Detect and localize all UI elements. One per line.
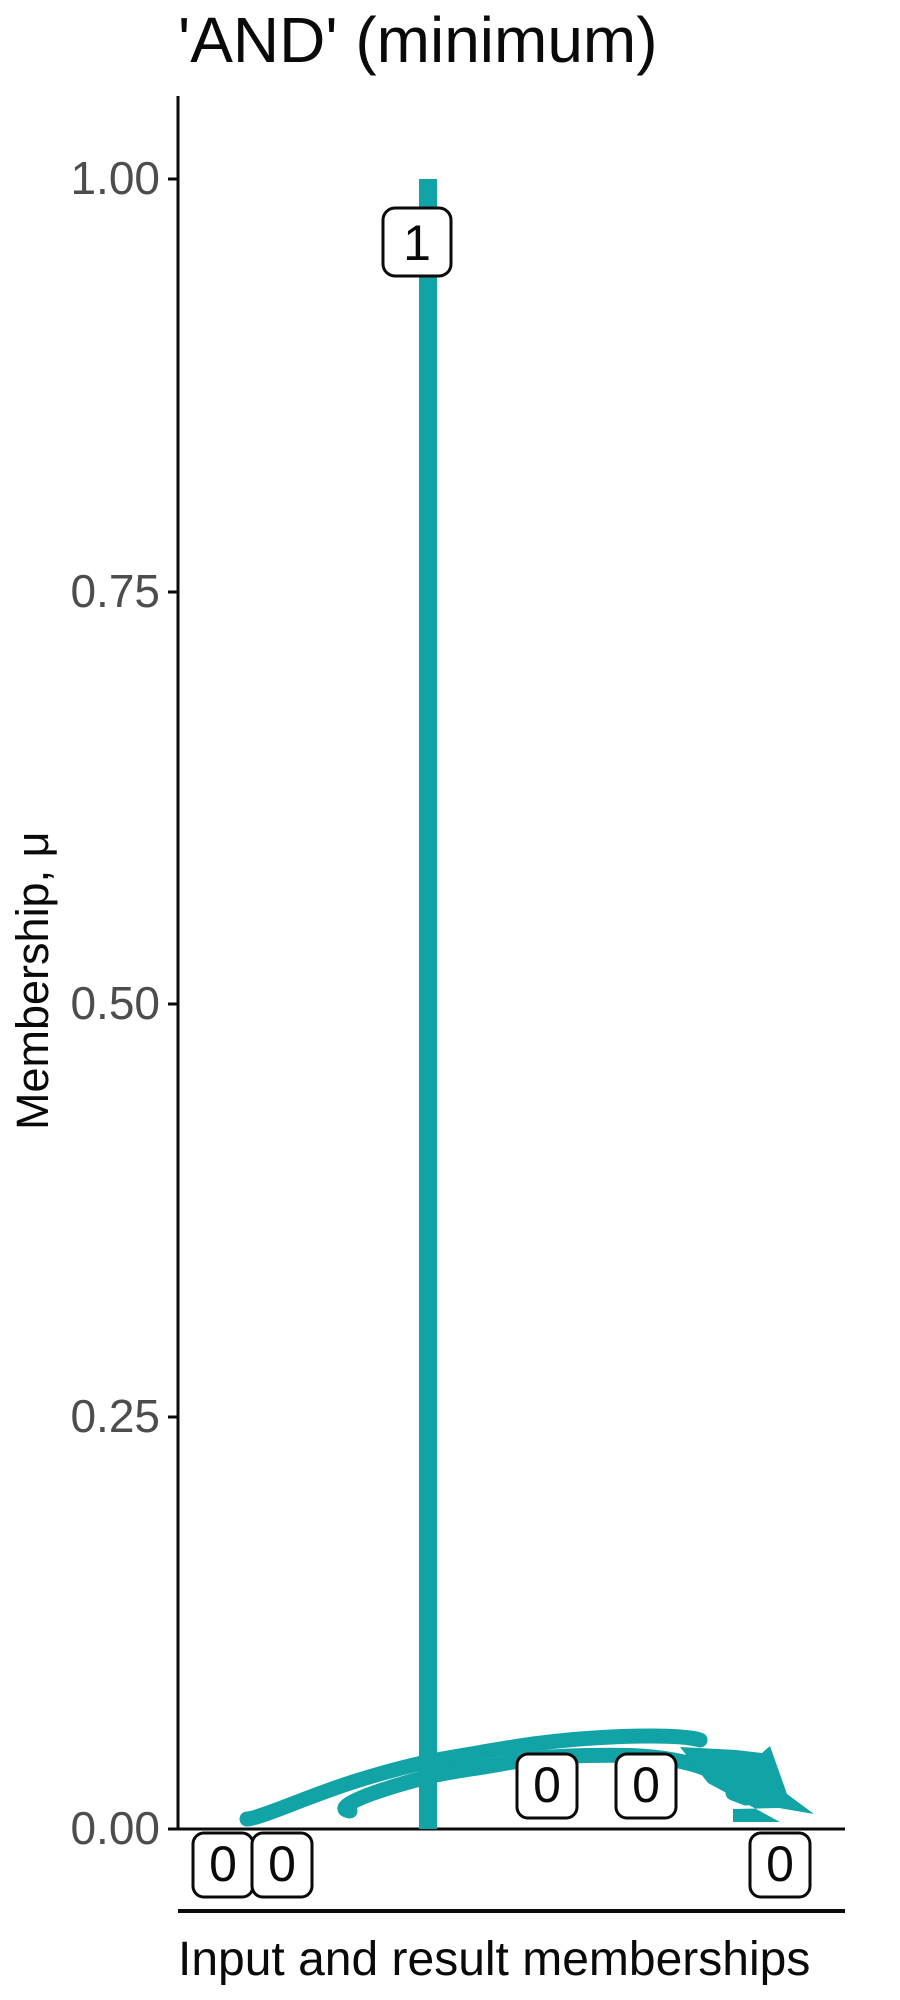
svg-text:0: 0 [533, 1757, 561, 1813]
svg-text:0: 0 [268, 1836, 296, 1892]
svg-text:0: 0 [766, 1836, 794, 1892]
svg-text:Membership, μ: Membership, μ [7, 831, 58, 1130]
svg-text:0: 0 [632, 1757, 660, 1813]
svg-text:0.75: 0.75 [70, 565, 160, 617]
svg-text:1.00: 1.00 [70, 152, 160, 204]
svg-text:0.50: 0.50 [70, 977, 160, 1029]
svg-text:0.25: 0.25 [70, 1390, 160, 1442]
svg-text:'AND' (minimum): 'AND' (minimum) [178, 4, 658, 76]
svg-text:1: 1 [403, 215, 431, 271]
svg-text:0.00: 0.00 [70, 1802, 160, 1854]
svg-text:Input and result memberships: Input and result memberships [178, 1933, 810, 1986]
svg-text:0: 0 [209, 1836, 237, 1892]
